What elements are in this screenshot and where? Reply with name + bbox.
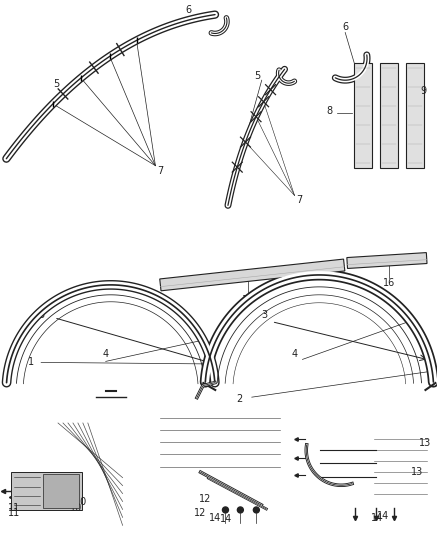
Text: 12: 12 <box>199 494 211 504</box>
Text: 7: 7 <box>157 166 163 175</box>
Text: 15: 15 <box>242 295 254 305</box>
Text: 13: 13 <box>419 438 431 448</box>
Circle shape <box>223 507 229 513</box>
Text: 6: 6 <box>185 5 191 14</box>
Text: 10: 10 <box>75 497 87 507</box>
Text: 5: 5 <box>53 79 59 89</box>
Text: 12: 12 <box>194 507 207 518</box>
FancyBboxPatch shape <box>406 63 424 168</box>
Text: 8: 8 <box>326 106 332 116</box>
Text: 10: 10 <box>70 504 82 513</box>
Text: 7: 7 <box>297 196 303 205</box>
Text: 6: 6 <box>342 21 348 31</box>
Text: 9: 9 <box>420 86 427 96</box>
Text: 14: 14 <box>377 511 389 521</box>
Circle shape <box>237 507 244 513</box>
Text: 5: 5 <box>254 71 261 81</box>
Bar <box>11 472 82 511</box>
FancyBboxPatch shape <box>354 63 372 168</box>
Text: 4: 4 <box>102 350 109 359</box>
Text: 3: 3 <box>38 310 44 320</box>
FancyBboxPatch shape <box>380 63 398 168</box>
Circle shape <box>253 507 259 513</box>
Text: 14: 14 <box>209 513 221 523</box>
Text: 4: 4 <box>291 350 297 359</box>
Text: 13: 13 <box>410 467 423 477</box>
Text: 3: 3 <box>261 310 268 320</box>
Polygon shape <box>160 259 345 291</box>
Text: 1: 1 <box>28 358 34 367</box>
Text: 11: 11 <box>8 504 21 513</box>
Text: 11: 11 <box>8 507 21 518</box>
Bar <box>43 474 79 508</box>
Text: 14: 14 <box>220 514 233 524</box>
Text: 16: 16 <box>383 278 395 288</box>
Polygon shape <box>347 253 427 269</box>
Text: 2: 2 <box>237 394 243 404</box>
Text: 14: 14 <box>371 513 383 523</box>
